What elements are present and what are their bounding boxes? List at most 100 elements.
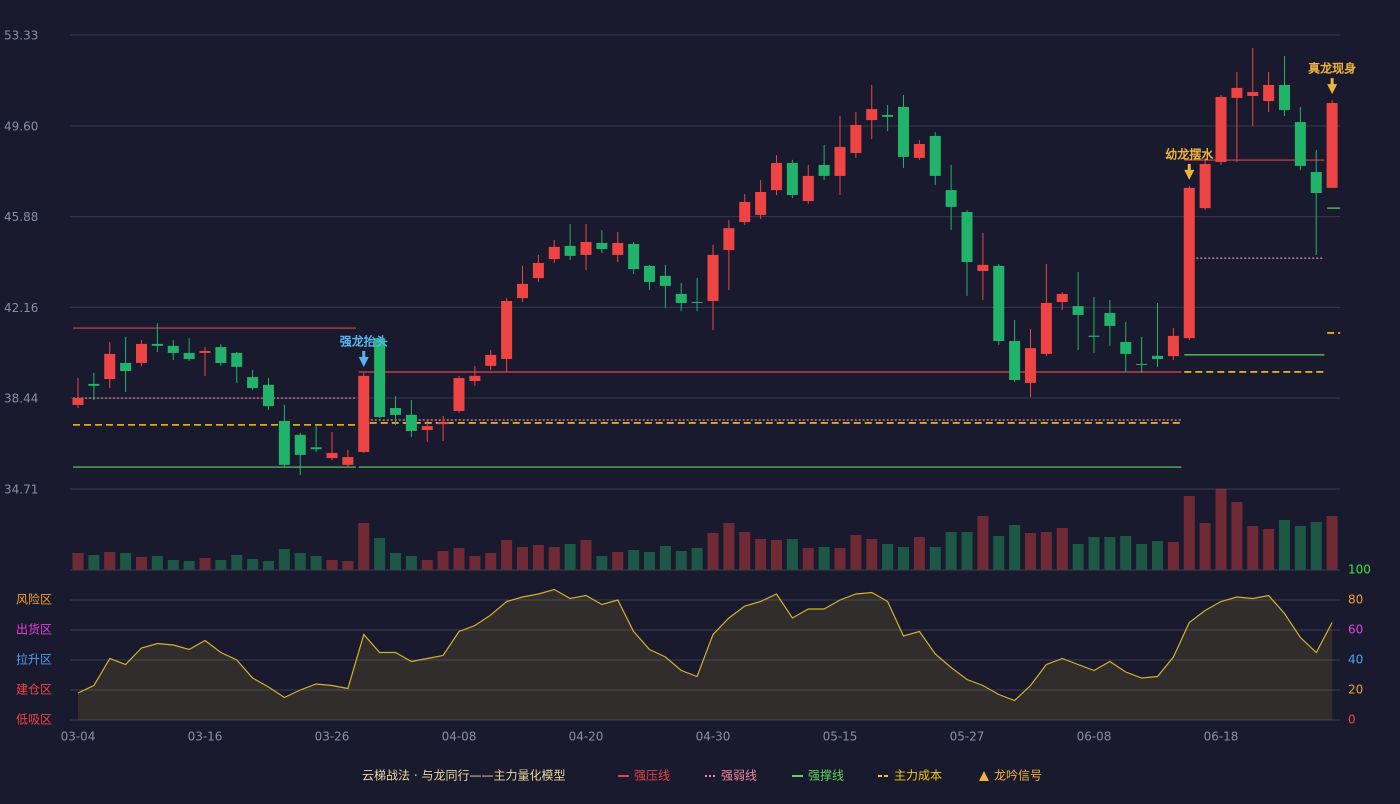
volume-bar <box>405 556 417 570</box>
candle-body <box>1247 92 1259 96</box>
y-tick-label: 38.44 <box>4 392 38 406</box>
candle-body <box>675 293 687 303</box>
volume-bar <box>834 548 846 570</box>
zone-label: 低吸区 <box>16 713 52 727</box>
y-tick-label: 100 <box>1348 563 1371 577</box>
legend-label: 强弱线 <box>721 769 757 783</box>
candle-body <box>437 421 449 425</box>
candle-body <box>1152 355 1163 360</box>
volume-bar <box>247 559 259 570</box>
candle-body <box>310 447 322 450</box>
candle-body <box>199 350 211 353</box>
candle-body <box>136 343 147 363</box>
candle-body <box>945 190 957 207</box>
volume-bar <box>215 560 227 570</box>
y-tick-label: 49.60 <box>4 119 38 133</box>
candle-body <box>294 434 306 455</box>
volume-bar <box>993 536 1005 570</box>
x-tick-label: 06-18 <box>1204 730 1239 744</box>
candle-body <box>183 352 195 360</box>
candle-body <box>532 262 544 279</box>
candle-body <box>786 163 798 195</box>
candle-body <box>72 398 84 405</box>
volume-bar <box>1167 542 1179 570</box>
volume-bar <box>755 539 767 570</box>
volume-bar <box>326 560 338 570</box>
candle-body <box>802 175 814 202</box>
x-tick-label: 03-16 <box>188 730 223 744</box>
y-tick-label: 40 <box>1348 653 1363 667</box>
candle-body <box>691 301 703 303</box>
y-tick-label: 20 <box>1348 683 1363 697</box>
candle-body <box>247 377 259 389</box>
candle-body <box>564 245 576 256</box>
volume-bar <box>802 548 814 570</box>
volume-bar <box>1231 502 1243 570</box>
candle-body <box>390 408 401 415</box>
indicator-line <box>77 588 1333 702</box>
volume-bar <box>120 553 132 570</box>
candle-body <box>1025 348 1036 383</box>
candle-body <box>278 420 290 465</box>
y-tick-label: 60 <box>1348 623 1363 637</box>
volume-bar <box>691 548 703 570</box>
volume-bar <box>675 551 687 570</box>
candle-body <box>263 384 274 407</box>
x-tick-label: 04-30 <box>696 730 731 744</box>
volume-bar <box>628 550 640 570</box>
legend-title: 云梯战法 · 与龙同行——主力量化模型 <box>362 769 565 783</box>
candle-body <box>929 135 941 176</box>
y-tick-label: 53.33 <box>4 29 38 43</box>
candle-body <box>501 301 513 360</box>
candle-body <box>1215 96 1227 163</box>
volume-bar <box>1294 526 1306 570</box>
volume-bar <box>199 558 211 570</box>
signal-stem <box>362 350 366 358</box>
volume-bar <box>342 561 354 570</box>
candle-body <box>215 347 227 363</box>
candle-body <box>151 343 163 346</box>
volume-bar <box>310 556 322 570</box>
volume-bar <box>564 544 576 570</box>
volume-bar <box>453 548 465 570</box>
zone-label: 拉升区 <box>16 652 52 667</box>
candle-body <box>993 265 1005 341</box>
legend-label: 主力成本 <box>894 769 942 783</box>
volume-bar <box>1279 520 1290 570</box>
volume-bar <box>1072 544 1084 570</box>
candle-body <box>485 354 497 366</box>
candle-body <box>771 163 782 191</box>
candle-body <box>755 192 767 215</box>
legend-label: 龙吟信号 <box>994 768 1042 783</box>
volume-bar <box>580 540 592 570</box>
candle-body <box>405 414 417 431</box>
volume-bar <box>437 551 449 570</box>
x-tick-label: 05-15 <box>823 730 858 744</box>
candle-body <box>1009 340 1021 381</box>
candle-body <box>517 283 528 299</box>
candle-body <box>358 375 370 452</box>
y-tick-label: 34.71 <box>4 483 38 497</box>
candle-body <box>342 457 354 465</box>
volume-bar <box>786 539 798 570</box>
volume-bar <box>88 555 100 570</box>
volume-bar <box>390 553 401 570</box>
candle-body <box>834 146 846 176</box>
volume-bar <box>1199 523 1211 570</box>
volume-bar <box>1040 532 1052 570</box>
candle-body <box>913 143 925 158</box>
candle-body <box>1263 84 1275 102</box>
candle-body <box>1040 302 1052 354</box>
volume-bar <box>1120 536 1132 570</box>
volume-bar <box>771 540 782 570</box>
candle-body <box>421 426 433 430</box>
candle-body <box>104 353 116 380</box>
volume-bar <box>294 553 306 570</box>
volume-bar <box>421 560 433 570</box>
volume-bar <box>517 547 528 570</box>
candle-body <box>1183 187 1195 339</box>
volume-bar <box>723 523 735 570</box>
candle-body <box>326 452 338 459</box>
candle-body <box>1056 293 1068 302</box>
